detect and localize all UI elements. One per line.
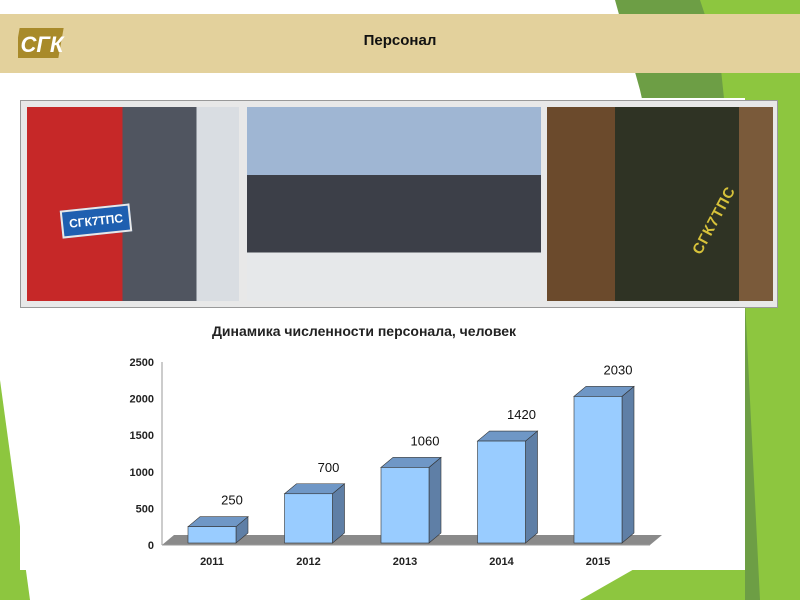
bar-2015	[573, 396, 623, 544]
sgk-logo: СГК	[18, 28, 65, 58]
y-tick-label: 1000	[130, 467, 154, 479]
x-tick-label: 2012	[296, 556, 320, 568]
bar-side	[428, 456, 442, 544]
bar-side	[525, 430, 538, 544]
y-tick-label: 2500	[130, 357, 154, 369]
x-tick-label: 2015	[586, 556, 610, 568]
photo-worker: СГК7ТПС	[27, 107, 239, 301]
y-tick-label: 2000	[130, 394, 154, 406]
bar-2012	[284, 493, 333, 544]
x-tick-label: 2013	[393, 556, 417, 568]
data-label: 700	[318, 460, 340, 475]
x-tick-label: 2011	[200, 556, 224, 568]
header-bar: СГК Персонал	[0, 14, 800, 73]
bar-side	[621, 385, 635, 544]
bar-2014	[477, 440, 526, 544]
data-label: 250	[221, 493, 243, 508]
svg-text:СГК: СГК	[21, 32, 65, 57]
data-label: 1420	[507, 407, 536, 422]
page-title: Персонал	[363, 32, 437, 49]
photo-welder: СГК7ТПС	[547, 107, 773, 301]
data-label: 2030	[604, 362, 633, 377]
y-tick-label: 0	[148, 540, 154, 552]
bar-2013	[380, 467, 430, 544]
photo-strip: СГК7ТПС СГК7ТПС	[20, 100, 778, 308]
photo-engineers	[247, 107, 541, 301]
chart-title: Динамика численности персонала, человек	[212, 323, 517, 339]
y-tick-label: 500	[136, 503, 154, 515]
bar-2011	[187, 526, 237, 544]
y-tick-label: 1500	[130, 430, 154, 442]
x-tick-label: 2014	[489, 556, 514, 568]
data-label: 1060	[411, 433, 440, 448]
